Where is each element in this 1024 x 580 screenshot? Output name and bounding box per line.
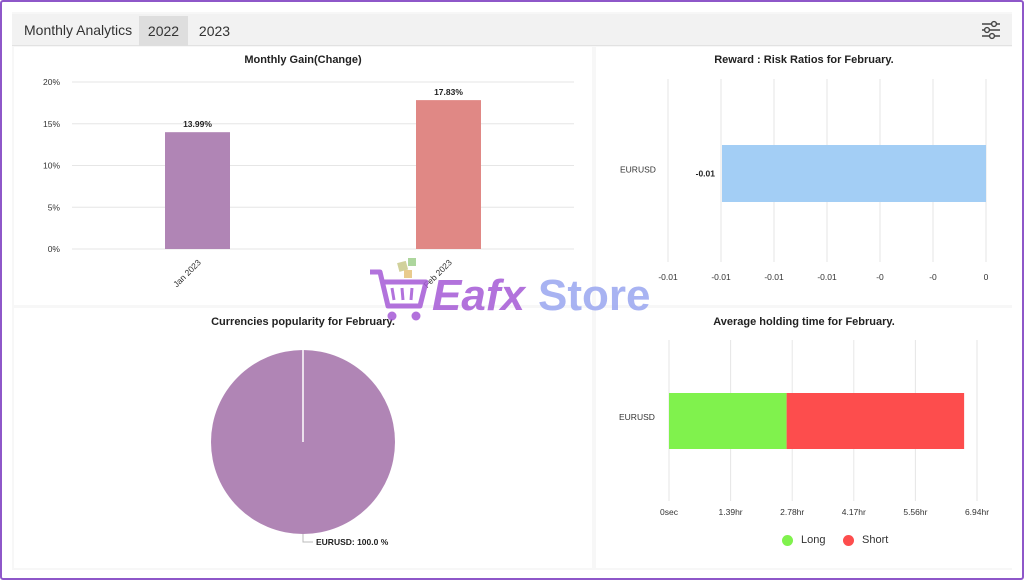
currencies-popularity-card: Currencies popularity for February. EURU… xyxy=(14,308,592,568)
x-tick-label: -0.01 xyxy=(658,272,678,282)
legend-label-short: Short xyxy=(862,534,889,546)
reward-risk-chart: -0.01 -0.01 -0.01 -0.01 -0 -0 0 -0.01 EURUSD xyxy=(620,79,989,282)
analytics-header: Monthly Analytics 2022 2023 xyxy=(12,14,1012,46)
x-tick-label: Jan 2023 xyxy=(171,257,203,289)
y-category-label: EURUSD xyxy=(620,165,656,175)
settings-sliders-icon[interactable] xyxy=(980,19,1002,41)
y-tick-label: 0% xyxy=(48,244,61,254)
y-tick-label: 10% xyxy=(43,161,60,171)
x-tick-label: -0.01 xyxy=(764,272,784,282)
y-category-label: EURUSD xyxy=(619,412,655,422)
holding-time-chart: 0sec 1.39hr 2.78hr 4.17hr 5.56hr 6.94hr EURUSD xyxy=(619,340,989,517)
x-tick-label: -0 xyxy=(929,272,937,282)
monthly-gain-card: Monthly Gain(Change) 0% 5% 10% 15% 20% 13.99%… xyxy=(14,47,592,305)
bar-data-label: 17.83% xyxy=(434,87,463,97)
reward-risk-card: Reward : Risk Ratios for February. -0.01… xyxy=(596,47,1012,305)
holding-time-title: Average holding time for February. xyxy=(713,316,895,328)
legend-label-long: Long xyxy=(801,534,826,546)
monthly-gain-title: Monthly Gain(Change) xyxy=(244,54,362,66)
pie-label-leader xyxy=(302,534,313,543)
x-tick-label: -0.01 xyxy=(711,272,731,282)
legend-item-short[interactable]: Short xyxy=(843,534,888,546)
tab-2022[interactable]: 2022 xyxy=(139,16,188,46)
reward-risk-title: Reward : Risk Ratios for February. xyxy=(714,54,894,66)
bar-short xyxy=(786,393,965,449)
x-tick-label: 0 xyxy=(984,272,989,282)
bar xyxy=(165,132,230,249)
x-tick-label: 4.17hr xyxy=(842,507,866,517)
x-tick-label: Feb 2023 xyxy=(421,257,454,290)
x-tick-label: -0.01 xyxy=(817,272,837,282)
x-tick-label: 2.78hr xyxy=(780,507,804,517)
legend-dot-long xyxy=(782,534,793,546)
currencies-pie-chart: EURUSD: 100.0 % xyxy=(211,350,395,547)
pie-slice-label: EURUSD: 100.0 % xyxy=(316,537,389,547)
page-title: Monthly Analytics xyxy=(24,22,133,38)
x-tick-label: -0 xyxy=(876,272,884,282)
monthly-gain-chart: 0% 5% 10% 15% 20% 13.99% Jan 2023 17.83% Feb 202… xyxy=(43,77,574,290)
y-tick-label: 5% xyxy=(48,202,61,212)
x-tick-label: 1.39hr xyxy=(719,507,743,517)
holding-time-card: Average holding time for February. 0sec 1… xyxy=(596,308,1012,568)
bar-data-label: 13.99% xyxy=(183,119,212,129)
tab-2023[interactable]: 2023 xyxy=(198,23,231,39)
bar xyxy=(722,145,986,202)
legend-dot-short xyxy=(843,534,854,546)
bar-long xyxy=(669,393,787,449)
legend-item-long[interactable]: Long xyxy=(782,534,825,546)
currencies-popularity-title: Currencies popularity for February. xyxy=(211,316,395,328)
y-tick-label: 15% xyxy=(43,119,60,129)
y-tick-label: 20% xyxy=(43,77,60,87)
bar xyxy=(416,100,481,249)
bar-data-label: -0.01 xyxy=(696,169,716,179)
x-tick-label: 5.56hr xyxy=(903,507,927,517)
x-tick-label: 6.94hr xyxy=(965,507,989,517)
x-tick-label: 0sec xyxy=(660,507,679,517)
